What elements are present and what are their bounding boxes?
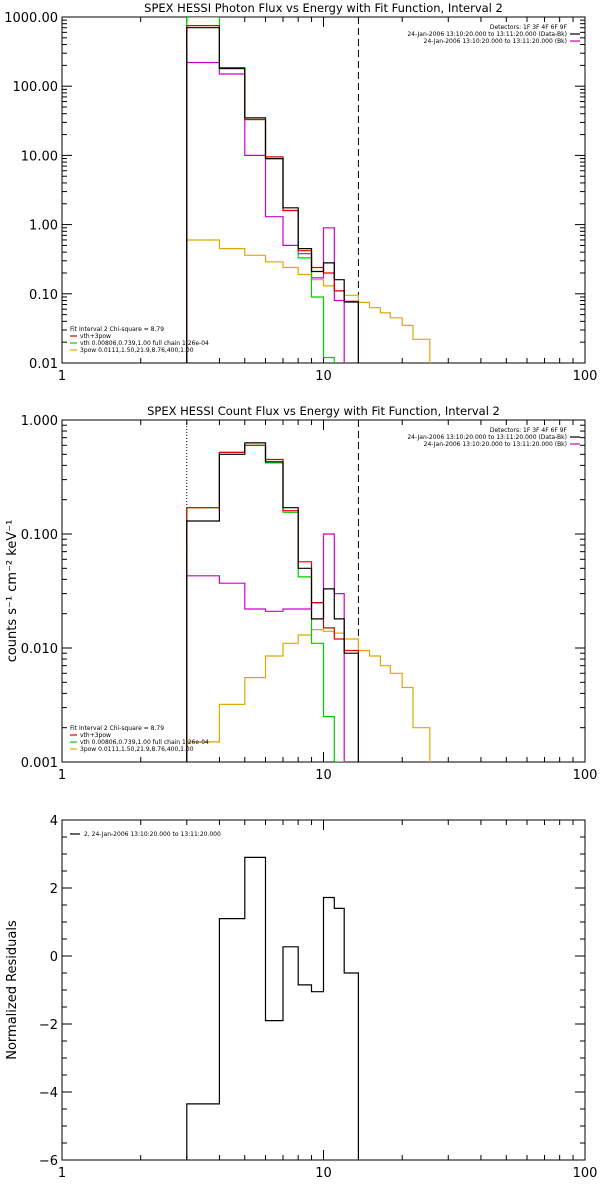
series-line-2-24-jan-2006-13-10-20-0 <box>186 856 359 1160</box>
x-tick-label: 1 <box>58 768 66 783</box>
header-text: 24-Jan-2006 13:10:20.000 to 13:11:20.000… <box>407 31 567 38</box>
header-text: 24-Jan-2006 13:10:20.000 to 13:11:20.000… <box>424 441 567 448</box>
chart-panel-2: SPEX HESSI Count Flux vs Energy with Fit… <box>5 404 598 783</box>
header-text: Detectors: 1F 3F 4F 6F 9F <box>490 24 568 31</box>
x-tick-label: 10 <box>315 369 332 384</box>
series-line-data-bk <box>186 442 359 762</box>
x-tick-label: 10 <box>315 768 332 783</box>
series-line-bk <box>186 61 345 363</box>
legend-entry: vth 0.00806,0.739,1.00 full chain 1.26e-… <box>80 739 209 746</box>
y-tick-label: −6 <box>39 1154 58 1169</box>
y-tick-label: 1000.00 <box>4 11 58 26</box>
legend-entry: vth+3pow <box>80 732 111 739</box>
legend-entry: vth 0.00806,0.739,1.00 full chain 1.26e-… <box>80 340 209 347</box>
series-line-3pow <box>186 629 431 762</box>
series-line-vth <box>186 17 335 363</box>
y-axis-label: Normalized Residuals <box>5 920 20 1060</box>
legend-entry: vth+3pow <box>80 333 111 340</box>
y-tick-label: 0.100 <box>21 528 58 543</box>
y-tick-label: −2 <box>39 1018 58 1033</box>
x-tick-label: 1 <box>58 1166 66 1181</box>
legend-entry: 3pow 0.0111,1.50,21.9,8.76,400,1.00 <box>80 746 194 753</box>
x-tick-label: 1 <box>58 369 66 384</box>
series-line-vth <box>186 444 345 762</box>
y-axis-label: counts s⁻¹ cm⁻² keV⁻¹ <box>5 520 20 663</box>
legend-entry: 2, 24-Jan-2006 13:10:20.000 to 13:11:20.… <box>84 831 221 838</box>
y-tick-label: 0.001 <box>21 756 58 771</box>
y-tick-label: 0 <box>50 950 58 965</box>
y-tick-label: 0.10 <box>29 288 58 303</box>
y-tick-label: 1.00 <box>29 219 58 234</box>
y-tick-label: 0.010 <box>21 642 58 657</box>
chart-title: SPEX HESSI Count Flux vs Energy with Fit… <box>147 404 500 418</box>
x-tick-label: 100 <box>573 1166 598 1181</box>
series-line-data-bk <box>186 27 359 363</box>
series-line-vth-3pow <box>186 444 359 762</box>
series-line-bk <box>186 533 345 762</box>
y-tick-label: 10.00 <box>21 149 58 164</box>
y-tick-label: 4 <box>50 814 58 829</box>
y-tick-label: 0.01 <box>29 357 58 372</box>
x-tick-label: 100 <box>573 369 598 384</box>
header-text: Detectors: 1F 3F 4F 6F 9F <box>490 427 568 434</box>
y-tick-label: −4 <box>39 1086 58 1101</box>
y-tick-label: 1.000 <box>21 414 58 429</box>
series-line-3pow <box>186 239 431 363</box>
fit-info-label: Fit Interval 2 Chi-square = 8.79 <box>70 326 164 333</box>
x-tick-label: 10 <box>315 1166 332 1181</box>
chart-panel-1: SPEX HESSI Photon Flux vs Energy with Fi… <box>4 1 598 384</box>
fit-info-label: Fit Interval 2 Chi-square = 8.79 <box>70 725 164 732</box>
header-text: 24-Jan-2006 13:10:20.000 to 13:11:20.000… <box>407 434 567 441</box>
legend-entry: 3pow 0.0111,1.50,21.9,8.76,400,1.00 <box>80 347 194 354</box>
chart-title: SPEX HESSI Photon Flux vs Energy with Fi… <box>144 1 503 15</box>
y-tick-label: 2 <box>50 882 58 897</box>
series-line-vth-3pow <box>186 25 359 363</box>
chart-panel-3: 1 10 100 4 2 0 −2 −4 −6 Normalized Residuals 2, 24… <box>5 814 598 1181</box>
y-tick-label: 100.00 <box>13 80 59 95</box>
header-text: 24-Jan-2006 13:10:20.000 to 13:11:20.000… <box>424 38 567 45</box>
x-tick-label: 100 <box>573 768 598 783</box>
